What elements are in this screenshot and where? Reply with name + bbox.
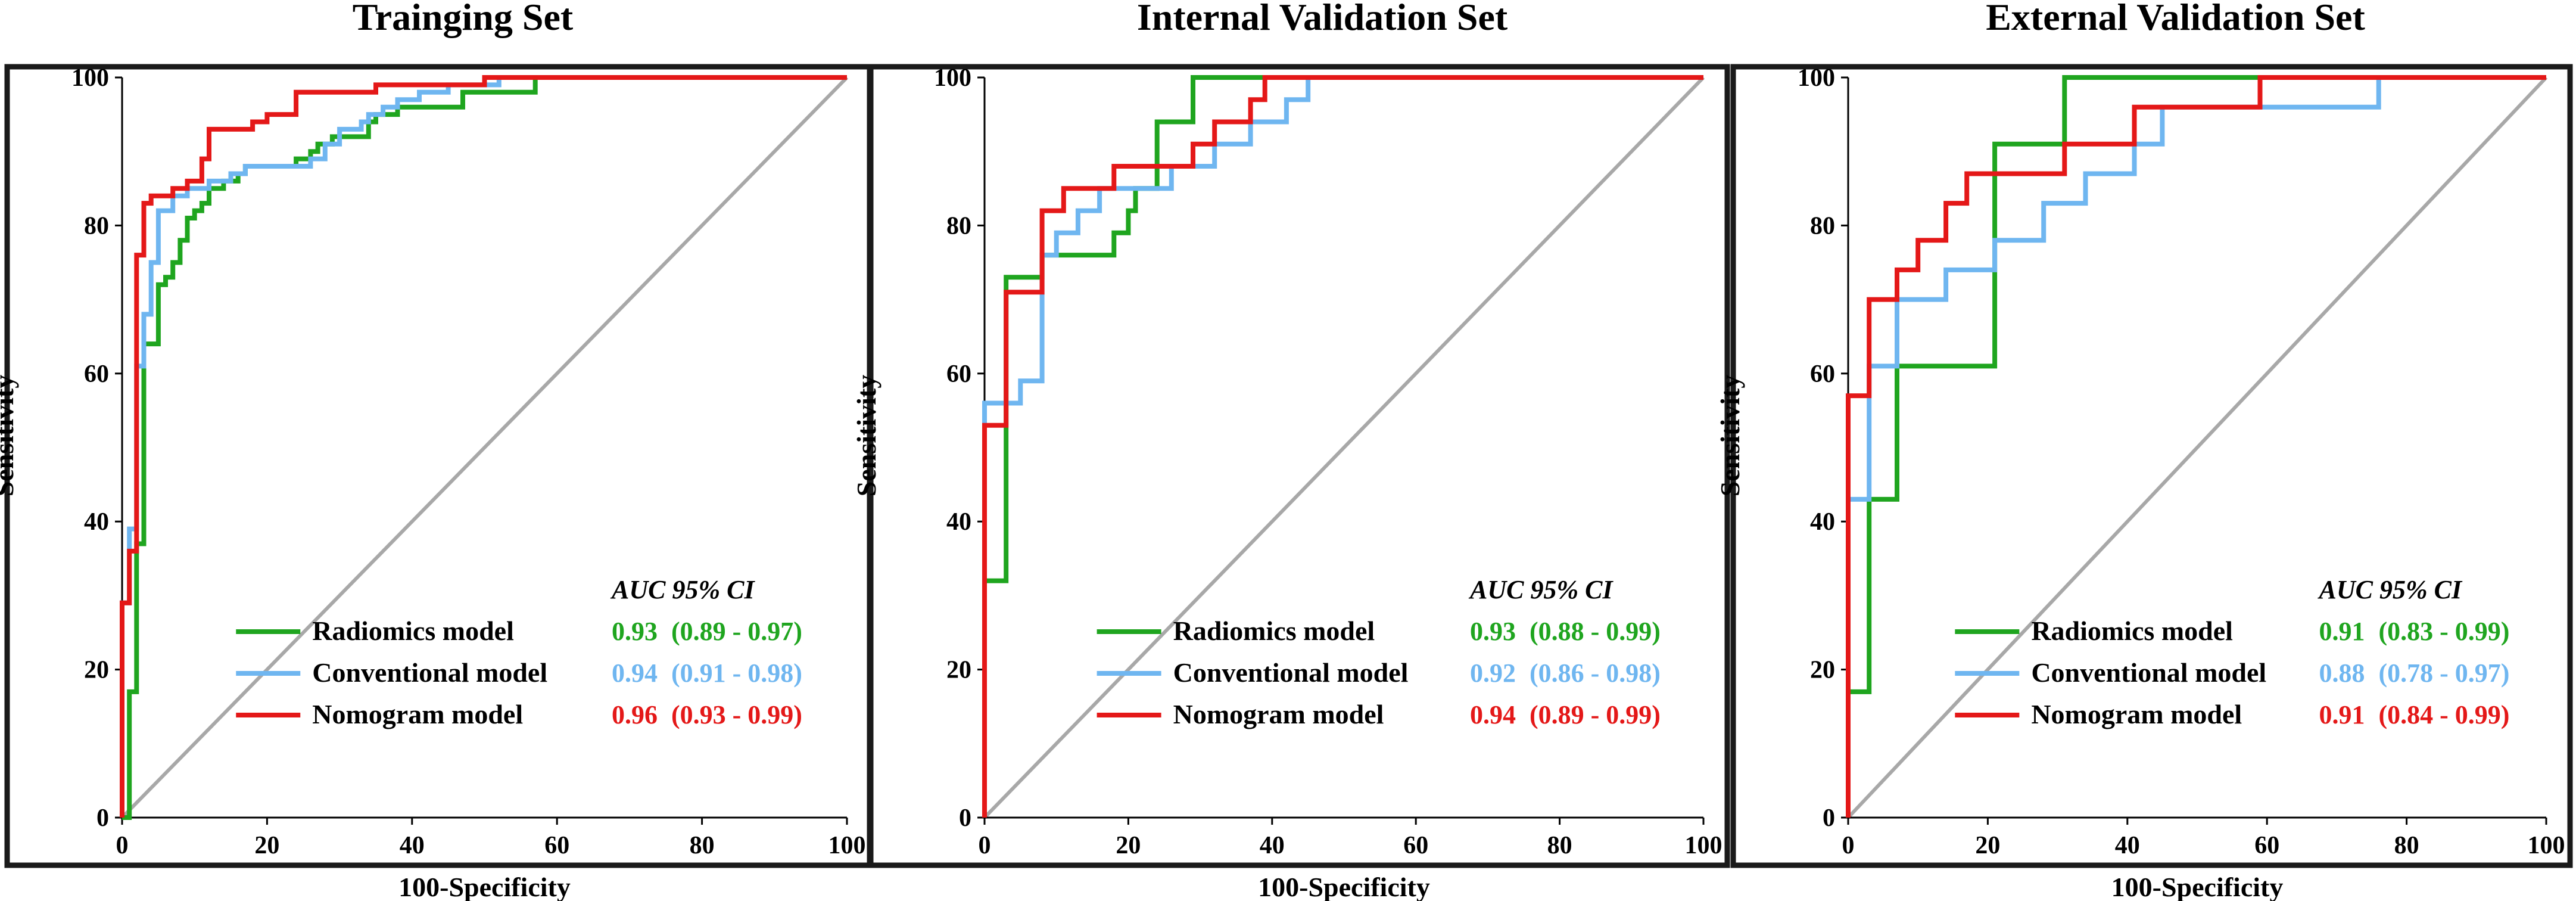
training-radiomics-legend-label: Radiomics model xyxy=(312,616,514,646)
training-x-tick-label: 20 xyxy=(254,832,279,859)
training-y-tick-label: 80 xyxy=(84,212,109,240)
external-nomogram-legend-label: Nomogram model xyxy=(2031,699,2242,729)
internal-nomogram-auc-value: 0.94 xyxy=(1470,700,1516,729)
external-x-tick-label: 60 xyxy=(2254,832,2279,859)
external-conventional-auc-ci: (0.78 - 0.97) xyxy=(2379,658,2510,688)
training-auc-header: AUC 95% CI xyxy=(610,575,755,604)
training-y-tick-label: 40 xyxy=(84,508,109,536)
training-nomogram-auc-value: 0.96 xyxy=(612,700,658,729)
external-y-tick-label: 0 xyxy=(1823,804,1835,832)
training-x-tick-label: 60 xyxy=(544,832,569,859)
internal-x-tick-label: 0 xyxy=(979,832,991,859)
internal-y-tick-label: 20 xyxy=(946,657,971,684)
external-radiomics-auc-value: 0.91 xyxy=(2319,617,2365,646)
training-x-tick-label: 100 xyxy=(828,832,866,859)
training-radiomics-auc-value: 0.93 xyxy=(612,617,658,646)
training-x-axis-label: 100-Specificity xyxy=(398,872,571,901)
training-conventional-auc-value: 0.94 xyxy=(612,658,658,688)
external-validation-panel: External Validation Set 0 20 40 60 80 100 0 20 4… xyxy=(1715,0,2573,901)
external-x-tick-label: 40 xyxy=(2115,832,2140,859)
external-x-axis-label: 100-Specificity xyxy=(2111,872,2284,901)
internal-y-axis-label: Sensitivity xyxy=(851,375,881,496)
internal-x-tick-label: 60 xyxy=(1403,832,1428,859)
external-x-tick-label: 0 xyxy=(1842,832,1855,859)
internal-y-tick-label: 80 xyxy=(946,212,971,240)
internal-conventional-auc-value: 0.92 xyxy=(1470,658,1516,688)
internal-y-tick-label: 100 xyxy=(934,64,971,92)
external-nomogram-auc-value: 0.91 xyxy=(2319,700,2365,729)
training-reference-diagonal xyxy=(120,76,849,819)
training-conventional-legend-label: Conventional model xyxy=(312,657,547,688)
external-radiomics-auc-ci: (0.83 - 0.99) xyxy=(2379,617,2510,646)
external-radiomics-legend-label: Radiomics model xyxy=(2031,616,2233,646)
external-y-tick-label: 100 xyxy=(1798,64,1835,92)
training-set-panel: Trainging Set 0 20 40 60 80 100 0 20 40 60 80 100 10… xyxy=(0,0,874,901)
internal-frame xyxy=(867,64,1730,868)
training-set-title: Trainging Set xyxy=(353,0,574,38)
external-nomogram-auc-ci: (0.84 - 0.99) xyxy=(2379,700,2510,729)
internal-y-tick-label: 60 xyxy=(946,361,971,388)
external-x-tick-label: 80 xyxy=(2394,832,2419,859)
external-x-tick-label: 100 xyxy=(2528,832,2565,859)
internal-radiomics-legend-label: Radiomics model xyxy=(1173,616,1375,646)
internal-conventional-auc-ci: (0.86 - 0.98) xyxy=(1530,658,1661,688)
external-y-tick-label: 40 xyxy=(1810,508,1835,536)
training-x-tick-label: 0 xyxy=(116,832,129,859)
internal-validation-panel: Internal Validation Set 0 20 40 60 80 100 0 20 4… xyxy=(851,0,1730,901)
internal-nomogram-roc-curve xyxy=(982,75,1703,818)
external-auc-header: AUC 95% CI xyxy=(2318,575,2463,604)
internal-nomogram-legend-label: Nomogram model xyxy=(1173,699,1384,729)
internal-x-tick-label: 100 xyxy=(1685,832,1722,859)
external-reference-diagonal xyxy=(1846,76,2548,819)
training-nomogram-auc-ci: (0.93 - 0.99) xyxy=(671,700,802,729)
training-y-tick-label: 100 xyxy=(71,64,109,92)
training-conventional-auc-ci: (0.91 - 0.98) xyxy=(671,658,802,688)
training-conventional-roc-curve xyxy=(120,75,847,818)
internal-reference-diagonal xyxy=(983,76,1705,819)
internal-nomogram-auc-ci: (0.89 - 0.99) xyxy=(1530,700,1661,729)
internal-radiomics-auc-value: 0.93 xyxy=(1470,617,1516,646)
training-x-tick-label: 80 xyxy=(690,832,715,859)
internal-radiomics-auc-ci: (0.88 - 0.99) xyxy=(1530,617,1661,646)
training-nomogram-roc-curve xyxy=(120,75,847,818)
external-frame xyxy=(1730,64,2573,868)
training-radiomics-auc-ci: (0.89 - 0.97) xyxy=(671,617,802,646)
internal-y-tick-label: 0 xyxy=(959,804,971,832)
external-conventional-legend-label: Conventional model xyxy=(2031,657,2266,688)
training-y-axis-label: Sensitivity xyxy=(0,375,19,496)
internal-x-tick-label: 80 xyxy=(1547,832,1572,859)
external-nomogram-roc-curve xyxy=(1846,75,2546,818)
training-nomogram-legend-label: Nomogram model xyxy=(312,699,523,729)
external-y-tick-label: 20 xyxy=(1810,657,1835,684)
training-y-tick-label: 20 xyxy=(84,657,109,684)
internal-validation-title: Internal Validation Set xyxy=(1137,0,1508,38)
training-y-tick-label: 0 xyxy=(96,804,109,832)
internal-conventional-legend-label: Conventional model xyxy=(1173,657,1409,688)
internal-x-axis-label: 100-Specificity xyxy=(1258,872,1430,901)
internal-x-tick-label: 40 xyxy=(1260,832,1285,859)
external-y-tick-label: 60 xyxy=(1810,361,1835,388)
external-y-axis-label: Sensitivity xyxy=(1715,375,1745,496)
training-x-tick-label: 40 xyxy=(400,832,425,859)
external-x-tick-label: 20 xyxy=(1975,832,2000,859)
internal-auc-header: AUC 95% CI xyxy=(1468,575,1613,604)
external-conventional-auc-value: 0.88 xyxy=(2319,658,2365,688)
internal-y-tick-label: 40 xyxy=(946,508,971,536)
internal-x-tick-label: 20 xyxy=(1116,832,1141,859)
external-y-tick-label: 80 xyxy=(1810,212,1835,240)
external-validation-title: External Validation Set xyxy=(1986,0,2365,38)
training-y-tick-label: 60 xyxy=(84,361,109,388)
